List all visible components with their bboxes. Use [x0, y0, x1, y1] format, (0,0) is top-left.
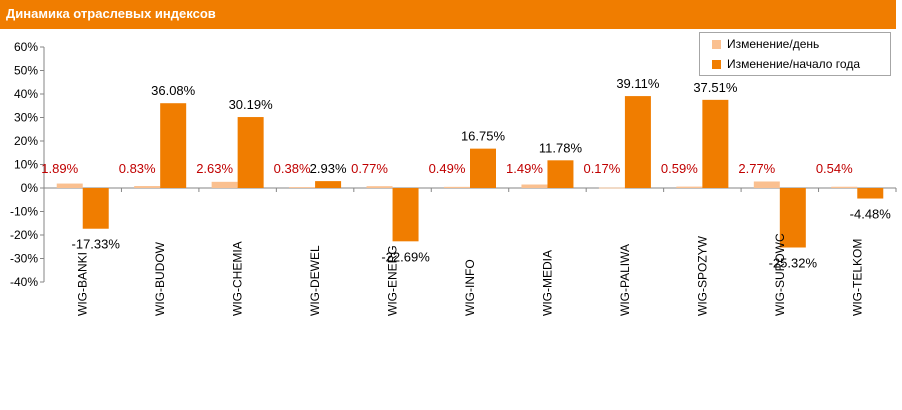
y-tick-label: 10%: [14, 158, 38, 172]
y-tick-label: 50%: [14, 64, 38, 78]
legend-swatch-daily: [712, 39, 721, 49]
bar-ytd: [237, 117, 264, 188]
y-tick-label: 30%: [14, 111, 38, 125]
legend-item-ytd: Изменение/начало года: [712, 56, 860, 72]
legend-label-ytd: Изменение/начало года: [727, 57, 860, 71]
y-tick-label: 0%: [21, 181, 39, 195]
bar-ytd: [624, 96, 651, 188]
y-tick-label: 20%: [14, 134, 38, 148]
legend-swatch-ytd: [712, 59, 721, 69]
chart-title-bar: Динамика отраслевых индексов: [0, 0, 896, 29]
data-label-ytd: 11.78%: [539, 140, 583, 155]
y-tick-label: -10%: [10, 205, 38, 219]
bar-daily: [753, 181, 780, 188]
data-label-daily: 2.77%: [738, 161, 775, 176]
bar-ytd: [82, 188, 109, 229]
x-tick-label: WIG-TELKOM: [850, 239, 864, 316]
bar-daily: [444, 186, 470, 188]
y-tick-label: 60%: [14, 40, 38, 54]
x-tick-label: WIG-BUDOW: [153, 241, 167, 316]
data-label-daily: 1.49%: [506, 161, 543, 176]
bar-daily: [676, 186, 703, 188]
data-label-daily: 0.54%: [816, 161, 853, 176]
y-tick-label: -20%: [10, 228, 38, 242]
data-label-ytd: 2.93%: [310, 161, 347, 176]
chart-title: Динамика отраслевых индексов: [6, 6, 216, 21]
data-label-daily: 0.59%: [661, 161, 698, 176]
x-tick-label: WIG-MEDIA: [540, 250, 554, 316]
data-label-daily: 2.63%: [196, 161, 233, 176]
x-tick-label: WIG-BANKI: [76, 252, 90, 316]
data-label-ytd: 37.51%: [693, 80, 738, 95]
x-tick-label: WIG-SUROWC: [773, 233, 787, 316]
bar-daily: [598, 187, 625, 189]
data-label-ytd: -17.33%: [72, 237, 121, 252]
bar-ytd: [160, 103, 187, 188]
data-label-daily: 0.17%: [583, 161, 620, 176]
bar-daily: [831, 186, 858, 188]
data-label-ytd: -25.32%: [769, 256, 818, 271]
data-label-daily: 0.38%: [274, 161, 311, 176]
bar-daily: [289, 187, 316, 188]
y-tick-label: -30%: [10, 252, 38, 266]
y-tick-label: 40%: [14, 87, 38, 101]
bar-daily: [134, 186, 161, 188]
data-label-daily: 0.83%: [119, 161, 156, 176]
bar-ytd: [702, 99, 729, 188]
legend-label-daily: Изменение/день: [727, 37, 820, 51]
x-tick-label: WIG-INFO: [463, 259, 477, 316]
y-tick-label: -40%: [10, 275, 38, 289]
bar-ytd: [547, 160, 574, 188]
x-tick-label: WIG-DEWEL: [308, 245, 322, 316]
x-tick-label: WIG-ENERG: [386, 245, 400, 316]
data-label-ytd: 39.11%: [616, 76, 660, 91]
x-tick-label: WIG-CHEMIA: [231, 241, 245, 316]
bar-ytd: [315, 181, 342, 188]
x-tick-label: WIG-PALIWA: [618, 244, 632, 316]
data-label-daily: 1.89%: [41, 161, 78, 176]
bar-ytd: [779, 188, 806, 248]
data-label-daily: 0.49%: [429, 161, 466, 176]
legend: Изменение/день Изменение/начало года: [699, 32, 891, 76]
bar-daily: [211, 181, 238, 188]
bar-ytd: [392, 188, 419, 242]
data-label-ytd: 30.19%: [229, 97, 274, 112]
data-label-ytd: -22.69%: [381, 249, 430, 264]
bar-ytd: [470, 148, 496, 188]
data-label-ytd: -4.48%: [850, 207, 892, 222]
bar-ytd: [857, 188, 884, 199]
data-label-daily: 0.77%: [351, 161, 388, 176]
x-tick-label: WIG-SPOZYW: [695, 235, 709, 316]
data-label-ytd: 16.75%: [461, 129, 506, 144]
bar-daily: [366, 186, 393, 188]
legend-item-daily: Изменение/день: [712, 36, 819, 52]
data-label-ytd: 36.08%: [151, 83, 196, 98]
bar-daily: [521, 184, 548, 188]
bar-daily: [56, 183, 83, 188]
